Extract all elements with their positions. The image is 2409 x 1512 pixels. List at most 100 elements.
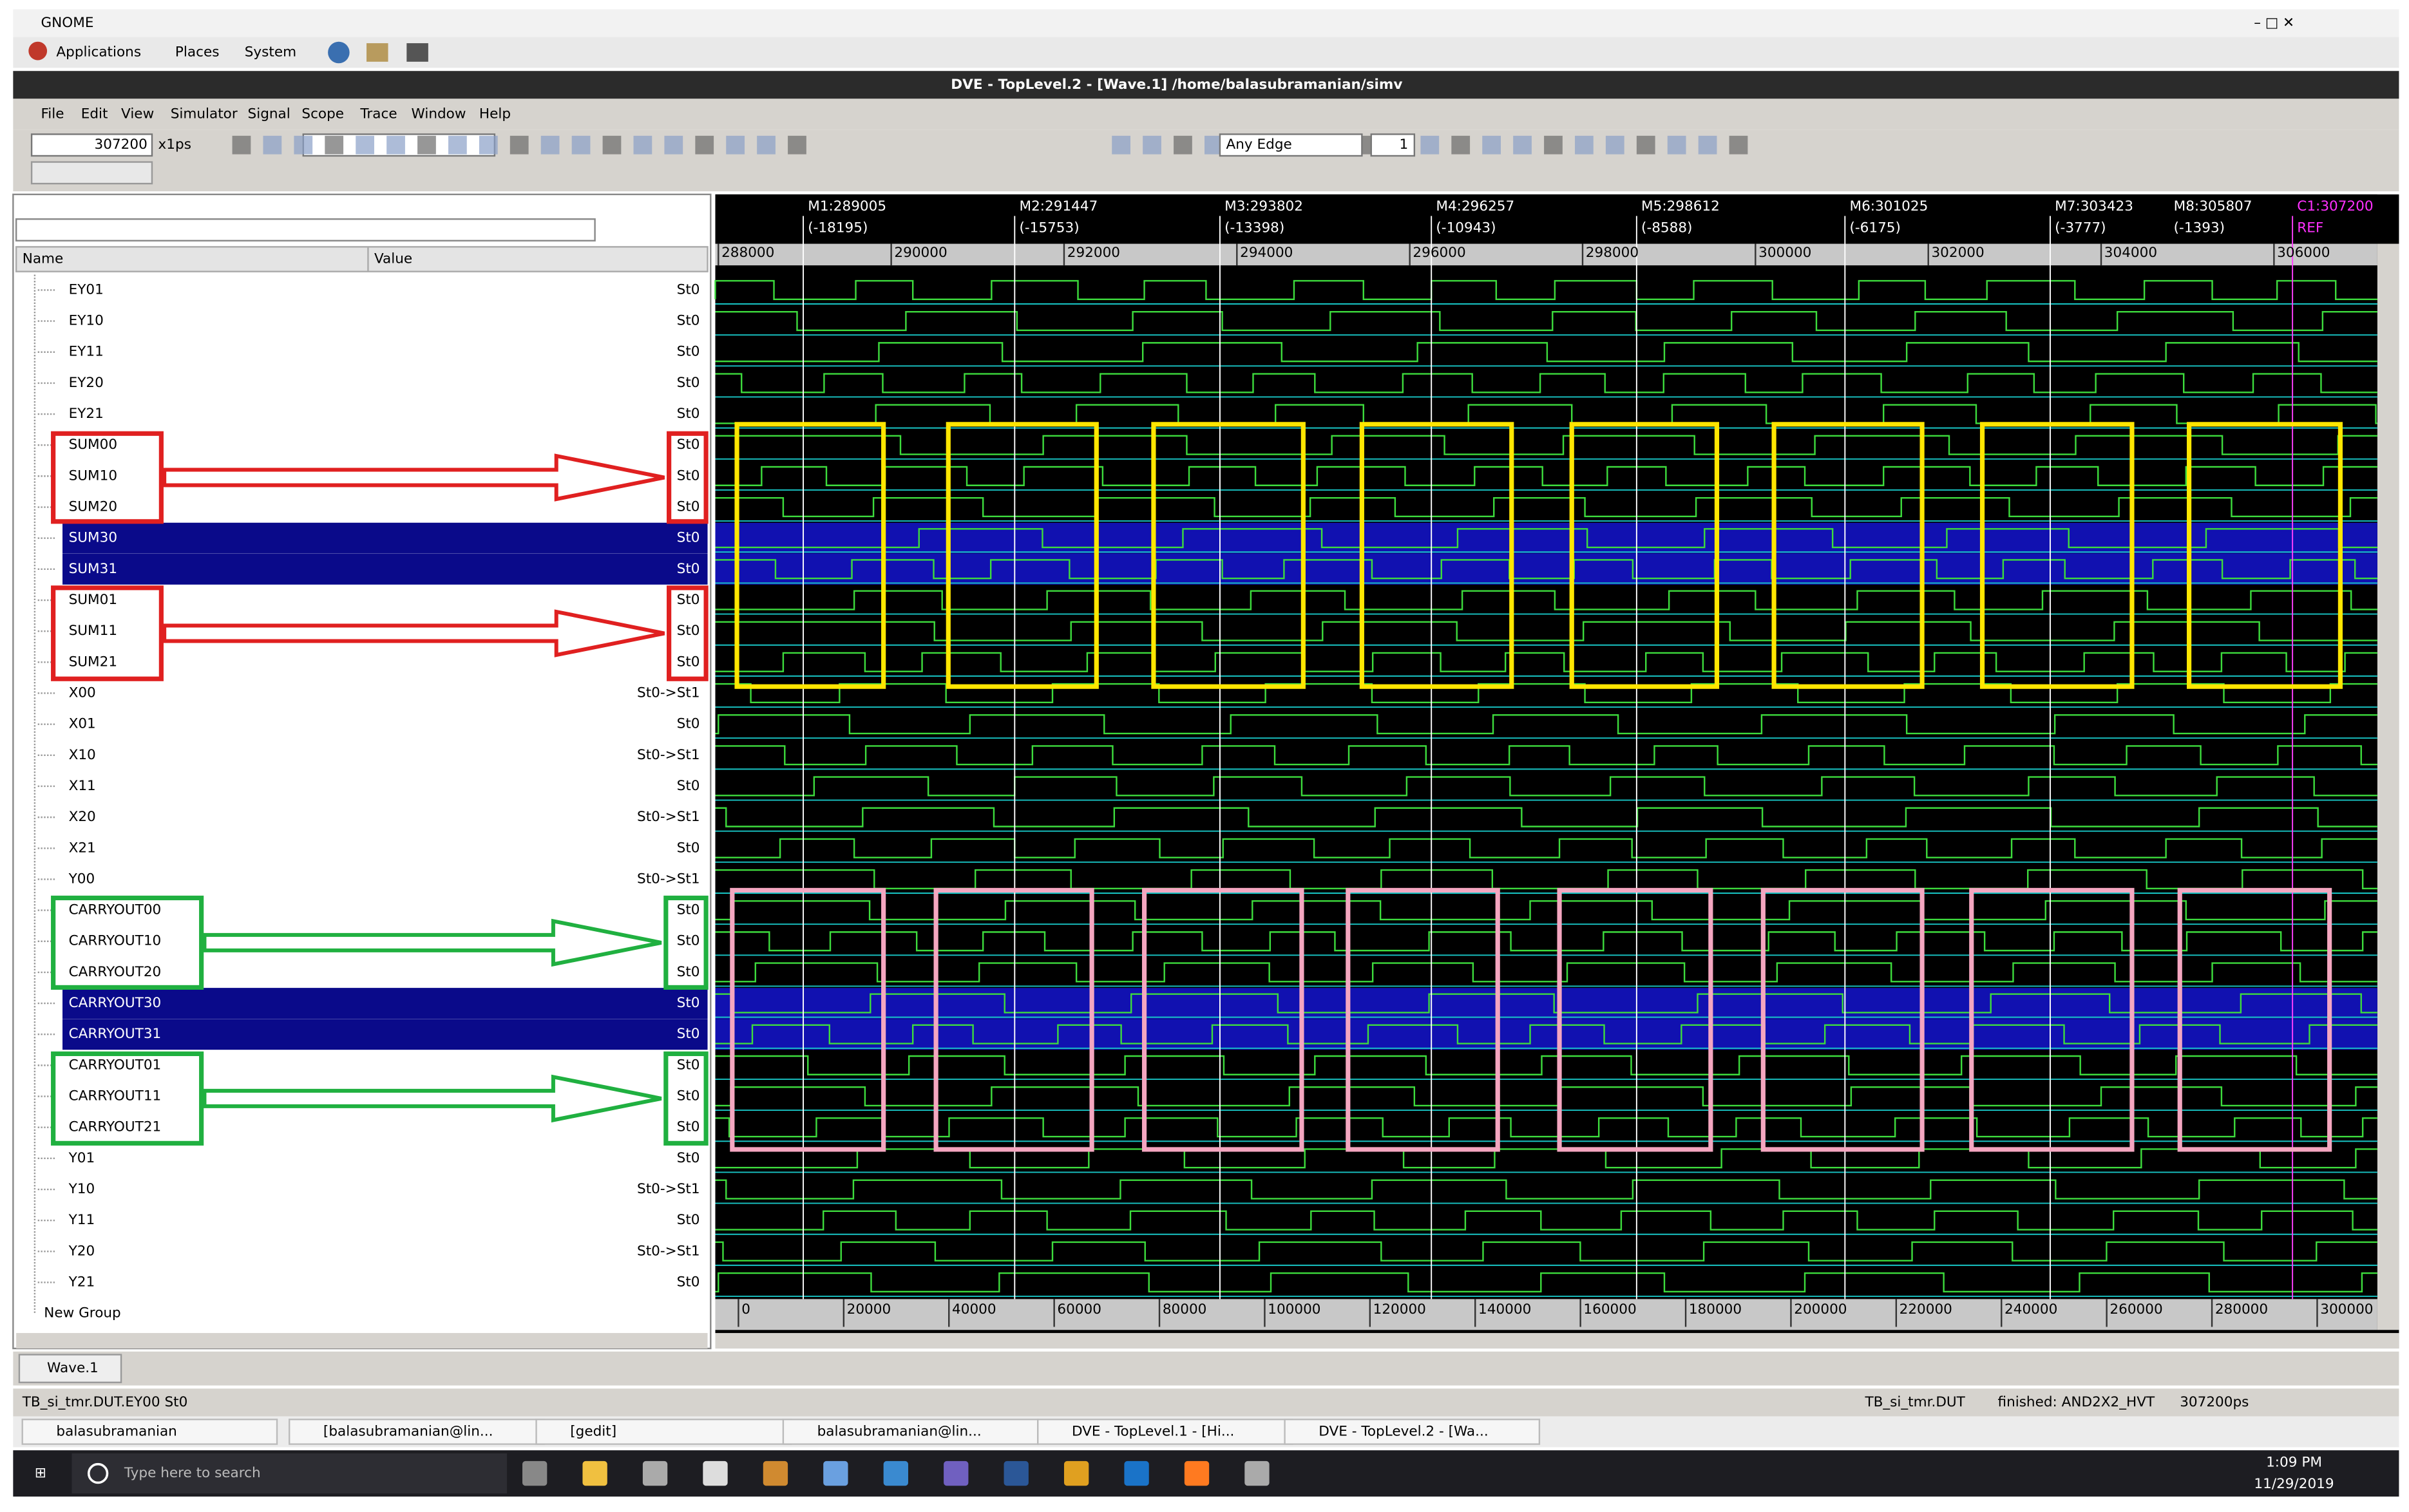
signal-name[interactable]: X11 bbox=[69, 778, 96, 794]
menu-item[interactable]: File bbox=[41, 106, 64, 122]
signal-value[interactable]: St0->St1 bbox=[637, 1181, 700, 1197]
signal-value[interactable]: St0 bbox=[677, 840, 700, 856]
step-value[interactable]: 1 bbox=[1400, 137, 1409, 153]
signal-name[interactable]: EY01 bbox=[69, 281, 104, 298]
signal-value[interactable]: St0 bbox=[677, 964, 700, 980]
tab-label[interactable]: Wave.1 bbox=[47, 1360, 99, 1376]
signal-name[interactable]: Y01 bbox=[68, 1150, 95, 1166]
signal-name[interactable]: X00 bbox=[69, 685, 96, 701]
signal-value[interactable]: St0 bbox=[677, 1057, 700, 1073]
signal-name[interactable]: SUM01 bbox=[69, 592, 117, 608]
signal-name[interactable]: SUM21 bbox=[69, 654, 117, 670]
menu-item[interactable]: View bbox=[121, 106, 154, 122]
signal-name[interactable]: SUM10 bbox=[69, 468, 117, 484]
signal-name[interactable]: CARRYOUT01 bbox=[69, 1057, 162, 1073]
marker-label[interactable]: M8:305807 bbox=[2174, 198, 2252, 214]
signal-name[interactable]: CARRYOUT31 bbox=[69, 1026, 162, 1042]
signal-value[interactable]: St0 bbox=[677, 623, 700, 639]
signal-value[interactable]: St0 bbox=[677, 281, 700, 298]
signal-value[interactable]: St0 bbox=[677, 406, 700, 422]
signal-name[interactable]: EY11 bbox=[69, 344, 104, 360]
signal-value[interactable]: St0 bbox=[677, 1119, 700, 1135]
signal-name[interactable]: X01 bbox=[69, 716, 96, 732]
signal-value[interactable]: St0 bbox=[677, 344, 700, 360]
signal-name[interactable]: SUM30 bbox=[69, 530, 117, 546]
time-unit[interactable]: x1ps bbox=[158, 137, 191, 153]
signal-value[interactable]: St0 bbox=[677, 313, 700, 329]
signal-name[interactable]: Y20 bbox=[68, 1243, 95, 1259]
marker-label[interactable]: M5:298612 bbox=[1641, 198, 1720, 214]
marker-label[interactable]: M2:291447 bbox=[1019, 198, 1098, 214]
signal-value[interactable]: St0 bbox=[677, 1274, 700, 1290]
signal-value[interactable]: St0 bbox=[677, 468, 700, 484]
time-value[interactable]: 307200 bbox=[95, 137, 148, 153]
signal-name[interactable]: X20 bbox=[69, 809, 96, 825]
task-label[interactable]: DVE - TopLevel.2 - [Wa... bbox=[1319, 1423, 1488, 1439]
signal-name[interactable]: CARRYOUT11 bbox=[69, 1088, 162, 1104]
signal-name[interactable]: X21 bbox=[69, 840, 96, 856]
signal-value[interactable]: St0->St1 bbox=[637, 871, 700, 887]
menu-item[interactable]: Simulator bbox=[171, 106, 238, 122]
signal-name[interactable]: Y21 bbox=[68, 1274, 95, 1290]
marker-label[interactable]: M4:296257 bbox=[1436, 198, 1514, 214]
menu-item[interactable]: Signal bbox=[248, 106, 290, 122]
signal-name[interactable]: SUM31 bbox=[69, 561, 117, 577]
signal-name[interactable]: SUM11 bbox=[69, 623, 117, 639]
os-menu[interactable]: Places bbox=[175, 44, 220, 60]
task-label[interactable]: [gedit] bbox=[570, 1423, 616, 1439]
marker-label[interactable]: M1:289005 bbox=[808, 198, 886, 214]
signal-value[interactable]: St0->St1 bbox=[637, 809, 700, 825]
marker-label[interactable]: M6:301025 bbox=[1849, 198, 1928, 214]
task-label[interactable]: balasubramanian bbox=[56, 1423, 176, 1439]
signal-value[interactable]: St0->St1 bbox=[637, 1243, 700, 1259]
signal-name[interactable]: EY10 bbox=[69, 313, 104, 329]
signal-name[interactable]: Y10 bbox=[68, 1181, 95, 1197]
signal-name[interactable]: Y00 bbox=[68, 871, 95, 887]
signal-value[interactable]: St0 bbox=[677, 1150, 700, 1166]
menu-item[interactable]: Edit bbox=[81, 106, 108, 122]
edge-value[interactable]: Any Edge bbox=[1226, 137, 1292, 153]
signal-value[interactable]: St0 bbox=[677, 437, 700, 453]
signal-value[interactable]: St0 bbox=[677, 778, 700, 794]
signal-name[interactable]: CARRYOUT10 bbox=[69, 933, 162, 949]
marker-label[interactable]: M7:303423 bbox=[2055, 198, 2133, 214]
signal-name[interactable]: CARRYOUT20 bbox=[69, 964, 162, 980]
task-label[interactable]: DVE - TopLevel.1 - [Hi... bbox=[1072, 1423, 1234, 1439]
signal-value[interactable]: St0 bbox=[677, 561, 700, 577]
signal-value[interactable]: St0 bbox=[677, 995, 700, 1011]
signal-value[interactable]: St0 bbox=[677, 375, 700, 391]
group-name[interactable]: New Group bbox=[44, 1305, 120, 1321]
signal-name[interactable]: SUM20 bbox=[69, 499, 117, 515]
signal-value[interactable]: St0 bbox=[677, 654, 700, 670]
signal-name[interactable]: CARRYOUT30 bbox=[69, 995, 162, 1011]
task-label[interactable]: [balasubramanian@lin... bbox=[323, 1423, 493, 1439]
menu-item[interactable]: Help bbox=[479, 106, 511, 122]
os-menu[interactable]: Applications bbox=[56, 44, 141, 60]
signal-name[interactable]: X10 bbox=[69, 747, 96, 763]
signal-name[interactable]: CARRYOUT21 bbox=[69, 1119, 162, 1135]
signal-value[interactable]: St0->St1 bbox=[637, 747, 700, 763]
signal-value[interactable]: St0 bbox=[677, 902, 700, 918]
signal-name[interactable]: EY21 bbox=[69, 406, 104, 422]
marker-label[interactable]: C1:307200 bbox=[2297, 198, 2373, 214]
os-menu[interactable]: System bbox=[245, 44, 296, 60]
signal-name[interactable]: Y11 bbox=[68, 1212, 95, 1228]
search-placeholder[interactable]: Type here to search bbox=[124, 1465, 261, 1481]
marker-label[interactable]: M3:293802 bbox=[1224, 198, 1303, 214]
signal-value[interactable]: St0 bbox=[677, 933, 700, 949]
signal-value[interactable]: St0 bbox=[677, 1212, 700, 1228]
signal-value[interactable]: St0 bbox=[677, 592, 700, 608]
signal-value[interactable]: St0 bbox=[677, 499, 700, 515]
signal-value[interactable]: St0 bbox=[677, 1088, 700, 1104]
menu-item[interactable]: Scope bbox=[301, 106, 344, 122]
signal-value[interactable]: St0 bbox=[677, 1026, 700, 1042]
task-label[interactable]: balasubramanian@lin... bbox=[817, 1423, 982, 1439]
signal-value[interactable]: St0 bbox=[677, 716, 700, 732]
signal-value[interactable]: St0 bbox=[677, 530, 700, 546]
signal-name[interactable]: CARRYOUT00 bbox=[69, 902, 162, 918]
menu-item[interactable]: Trace bbox=[359, 106, 397, 122]
menu-item[interactable]: Window bbox=[411, 106, 466, 122]
signal-name[interactable]: SUM00 bbox=[69, 437, 117, 453]
signal-name[interactable]: EY20 bbox=[69, 375, 104, 391]
signal-value[interactable]: St0->St1 bbox=[637, 685, 700, 701]
